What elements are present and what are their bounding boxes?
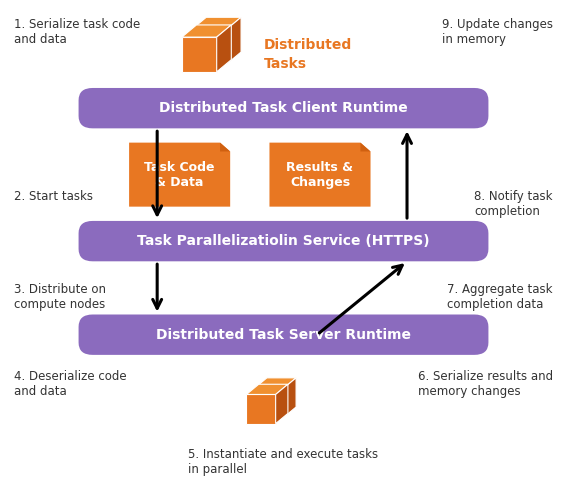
Polygon shape (217, 25, 231, 72)
Text: 3. Distribute on
compute nodes: 3. Distribute on compute nodes (14, 283, 106, 311)
Text: 4. Deserialize code
and data: 4. Deserialize code and data (14, 370, 126, 397)
Text: 9. Update changes
in memory: 9. Update changes in memory (442, 17, 553, 45)
Polygon shape (192, 17, 241, 29)
Text: Distributed Task Client Runtime: Distributed Task Client Runtime (159, 101, 408, 115)
Text: Task Code
& Data: Task Code & Data (145, 161, 215, 189)
Text: 8. Notify task
completion: 8. Notify task completion (475, 190, 553, 218)
Text: 2. Start tasks: 2. Start tasks (14, 190, 93, 203)
Text: Task Parallelizatiolin Service (HTTPS): Task Parallelizatiolin Service (HTTPS) (137, 234, 430, 248)
Polygon shape (129, 142, 230, 207)
Text: 5. Instantiate and execute tasks
in parallel: 5. Instantiate and execute tasks in para… (188, 448, 379, 477)
Polygon shape (361, 142, 370, 151)
Polygon shape (182, 37, 217, 72)
Polygon shape (220, 142, 230, 151)
Polygon shape (284, 378, 296, 417)
Text: Results &
Changes: Results & Changes (286, 161, 353, 189)
FancyBboxPatch shape (79, 221, 488, 261)
Polygon shape (255, 388, 284, 417)
Text: Distributed
Tasks: Distributed Tasks (264, 38, 352, 71)
Text: 7. Aggregate task
completion data: 7. Aggregate task completion data (447, 283, 553, 311)
Polygon shape (255, 378, 296, 388)
FancyBboxPatch shape (79, 315, 488, 355)
Polygon shape (269, 142, 370, 207)
Text: Distributed Task Server Runtime: Distributed Task Server Runtime (156, 328, 411, 342)
Polygon shape (247, 394, 276, 424)
Polygon shape (247, 384, 288, 394)
Text: 6. Serialize results and
memory changes: 6. Serialize results and memory changes (418, 370, 553, 397)
FancyBboxPatch shape (79, 88, 488, 128)
Text: 1. Serialize task code
and data: 1. Serialize task code and data (14, 17, 140, 45)
Polygon shape (192, 29, 226, 64)
Polygon shape (276, 384, 288, 424)
Polygon shape (226, 17, 241, 64)
Polygon shape (182, 25, 231, 37)
